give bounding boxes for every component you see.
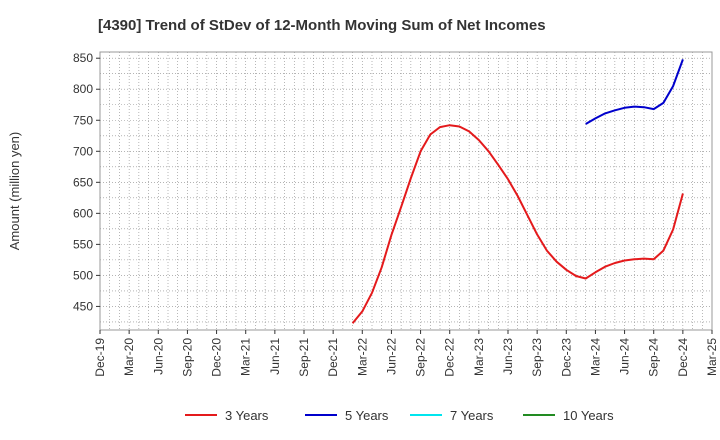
x-tick-label: Jun-23 [501,338,515,375]
y-axis-label: Amount (million yen) [7,132,22,251]
x-tick-label: Dec-21 [326,338,340,377]
x-tick-label: Sep-24 [647,338,661,377]
x-tick-label: Dec-19 [93,338,107,377]
y-tick-label: 600 [73,206,93,220]
x-tick-label: Mar-23 [472,338,486,376]
x-tick-label: Mar-25 [705,338,719,376]
y-tick-label: 550 [73,237,93,251]
series-line-5-years [585,59,684,125]
x-tick-label: Sep-22 [414,338,428,377]
x-tick-label: Mar-24 [588,338,602,376]
x-tick-label: Dec-20 [210,338,224,377]
plot-area-border [99,51,713,331]
legend: 3 Years 5 Years 7 Years 10 Years [185,408,614,423]
legend-label-5-years: 5 Years [345,408,389,423]
x-tick-label: Mar-20 [122,338,136,376]
y-tick-label: 650 [73,175,93,189]
legend-label-10-years: 10 Years [563,408,614,423]
x-tick-label: Mar-22 [355,338,369,376]
series-lines [351,59,684,324]
y-tick-label: 850 [73,51,93,65]
x-tick-label: Dec-23 [559,338,573,377]
grid-lines [100,52,712,330]
legend-label-7-years: 7 Years [450,408,494,423]
y-tick-label: 800 [73,82,93,96]
legend-label-3-years: 3 Years [225,408,269,423]
y-tick-label: 450 [73,299,93,313]
x-tick-label: Sep-21 [297,338,311,377]
y-tick-label: 700 [73,144,93,158]
x-tick-label: Dec-22 [443,338,457,377]
y-tick-label: 750 [73,113,93,127]
x-tick-label: Jun-20 [151,338,165,375]
x-tick-label: Dec-24 [676,338,690,377]
y-tick-label: 500 [73,268,93,282]
x-tick-label: Jun-24 [618,338,632,375]
x-tick-label: Jun-21 [268,338,282,375]
x-tick-label: Jun-22 [384,338,398,375]
chart-title: [4390] Trend of StDev of 12-Month Moving… [98,17,546,34]
axes: 450 500 550 600 650 700 750 800 850 Dec-19 Mar-20 J… [73,51,719,376]
x-tick-label: Sep-20 [180,338,194,377]
series-line-3-years [351,124,684,324]
x-tick-label: Sep-23 [530,338,544,377]
x-tick-label: Mar-21 [239,338,253,376]
